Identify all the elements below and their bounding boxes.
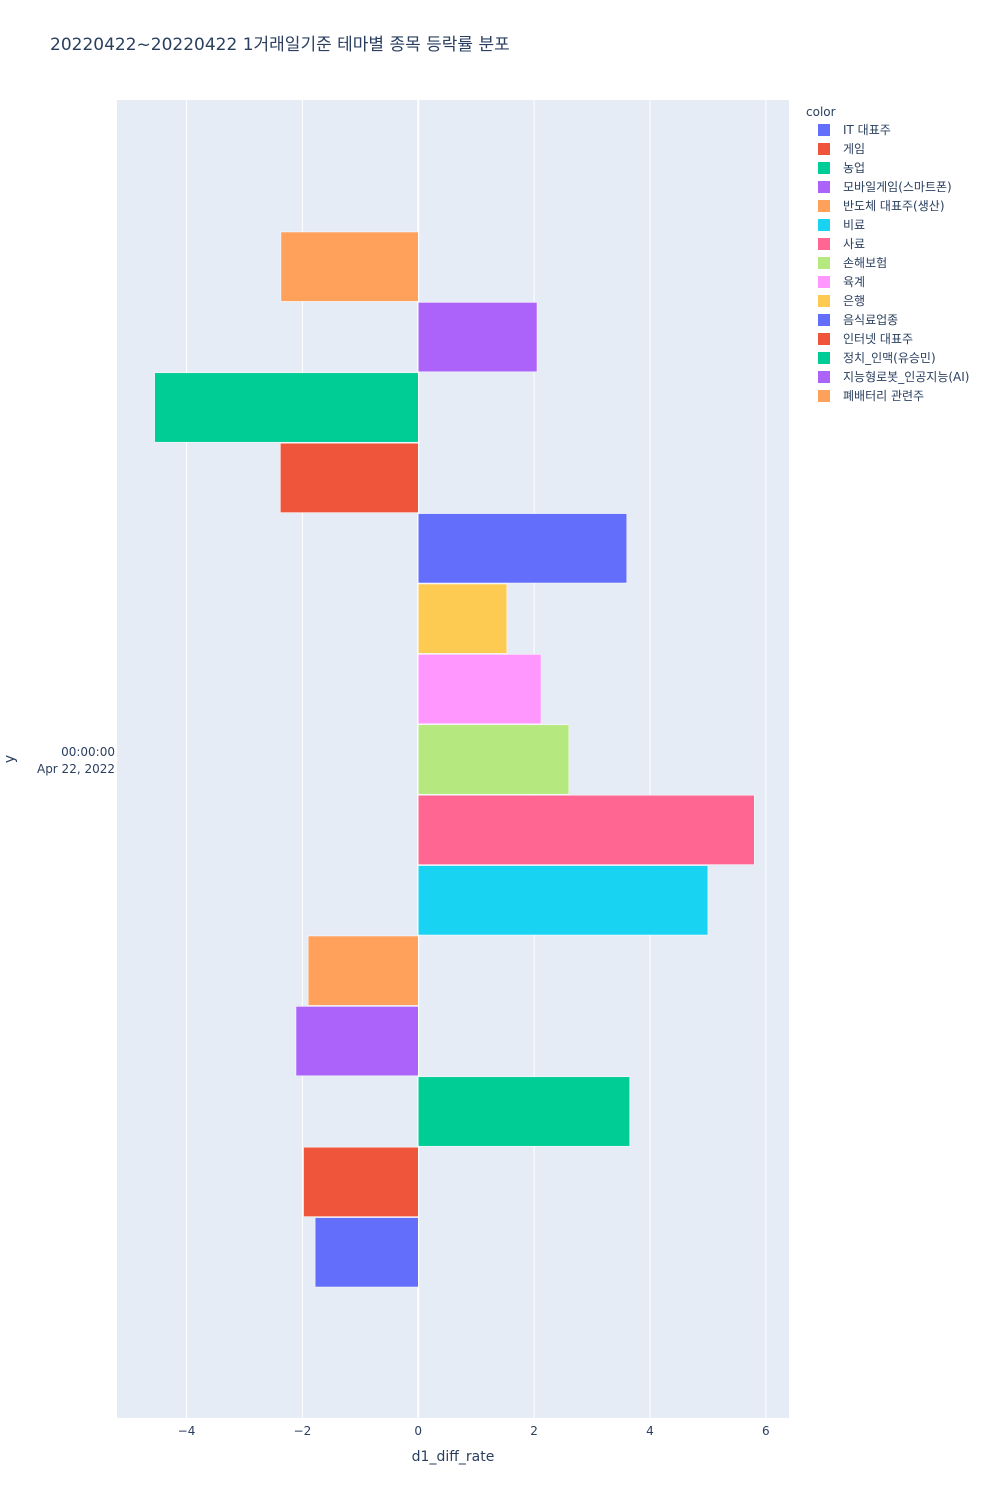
bar <box>417 513 628 584</box>
legend-item-label[interactable]: 지능형로봇_인공지능(AI) <box>843 370 969 384</box>
bar <box>417 794 755 865</box>
bar <box>417 302 538 373</box>
x-tick-label: −2 <box>294 1424 312 1438</box>
legend-item-label[interactable]: 음식료업종 <box>843 313 898 327</box>
bar <box>303 1146 419 1217</box>
legend-item-label[interactable]: 농업 <box>843 161 865 175</box>
legend-swatch[interactable] <box>818 295 830 307</box>
bar <box>417 654 542 725</box>
x-axis-label: d1_diff_rate <box>412 1449 495 1465</box>
legend-swatch[interactable] <box>818 257 830 269</box>
bar <box>307 935 419 1006</box>
legend-swatch[interactable] <box>818 143 830 155</box>
x-tick-label: −4 <box>178 1424 196 1438</box>
bars <box>154 231 755 1288</box>
legend-swatch[interactable] <box>818 371 830 383</box>
y-category-label-time: 00:00:00 <box>61 745 115 759</box>
y-category-label-date: Apr 22, 2022 <box>37 762 115 776</box>
bar <box>417 865 709 936</box>
legend-swatch[interactable] <box>818 314 830 326</box>
legend-swatch[interactable] <box>818 162 830 174</box>
legend-swatch[interactable] <box>818 333 830 345</box>
x-tick-label: 0 <box>414 1424 422 1438</box>
x-tick-label: 6 <box>762 1424 770 1438</box>
legend-swatch[interactable] <box>818 390 830 402</box>
legend-item-label[interactable]: 비료 <box>843 218 865 232</box>
legend-item-label[interactable]: 인터넷 대표주 <box>843 332 913 346</box>
x-tick-label: 2 <box>530 1424 538 1438</box>
legend-swatch[interactable] <box>818 276 830 288</box>
bar <box>280 231 419 302</box>
legend-item-label[interactable]: 사료 <box>843 237 865 251</box>
bar <box>154 372 419 443</box>
y-axis-label: y <box>2 755 18 763</box>
legend-item-label[interactable]: 은행 <box>843 293 865 308</box>
legend-swatch[interactable] <box>818 238 830 250</box>
bar <box>295 1006 419 1077</box>
legend-item-label[interactable]: 게임 <box>843 142 865 156</box>
bar <box>280 442 419 513</box>
bar <box>417 724 570 795</box>
bar <box>417 1076 630 1147</box>
legend-swatch[interactable] <box>818 219 830 231</box>
legend-swatch[interactable] <box>818 352 830 364</box>
legend-item-label[interactable]: 손해보험 <box>843 256 887 270</box>
legend-item-label[interactable]: 모바일게임(스마트폰) <box>843 180 952 194</box>
legend-item-label[interactable]: 정치_인맥(유승민) <box>843 351 936 365</box>
legend-item-label[interactable]: IT 대표주 <box>843 123 891 137</box>
chart-title: 20220422~20220422 1거래일기준 테마별 종목 등락률 분포 <box>50 35 510 55</box>
legend-swatch[interactable] <box>818 181 830 193</box>
bar <box>417 583 508 654</box>
legend-item-label[interactable]: 폐배터리 관련주 <box>843 389 924 403</box>
x-tick-label: 4 <box>646 1424 654 1438</box>
legend-item-label[interactable]: 육계 <box>843 275 865 289</box>
legend-item-label[interactable]: 반도체 대표주(생산) <box>843 199 945 213</box>
bar <box>314 1217 419 1288</box>
x-tick-labels: −4 −2 0 2 4 6 <box>178 1424 770 1438</box>
legend-swatch[interactable] <box>818 200 830 212</box>
legend-title: color <box>806 105 836 119</box>
legend-swatch[interactable] <box>818 124 830 136</box>
